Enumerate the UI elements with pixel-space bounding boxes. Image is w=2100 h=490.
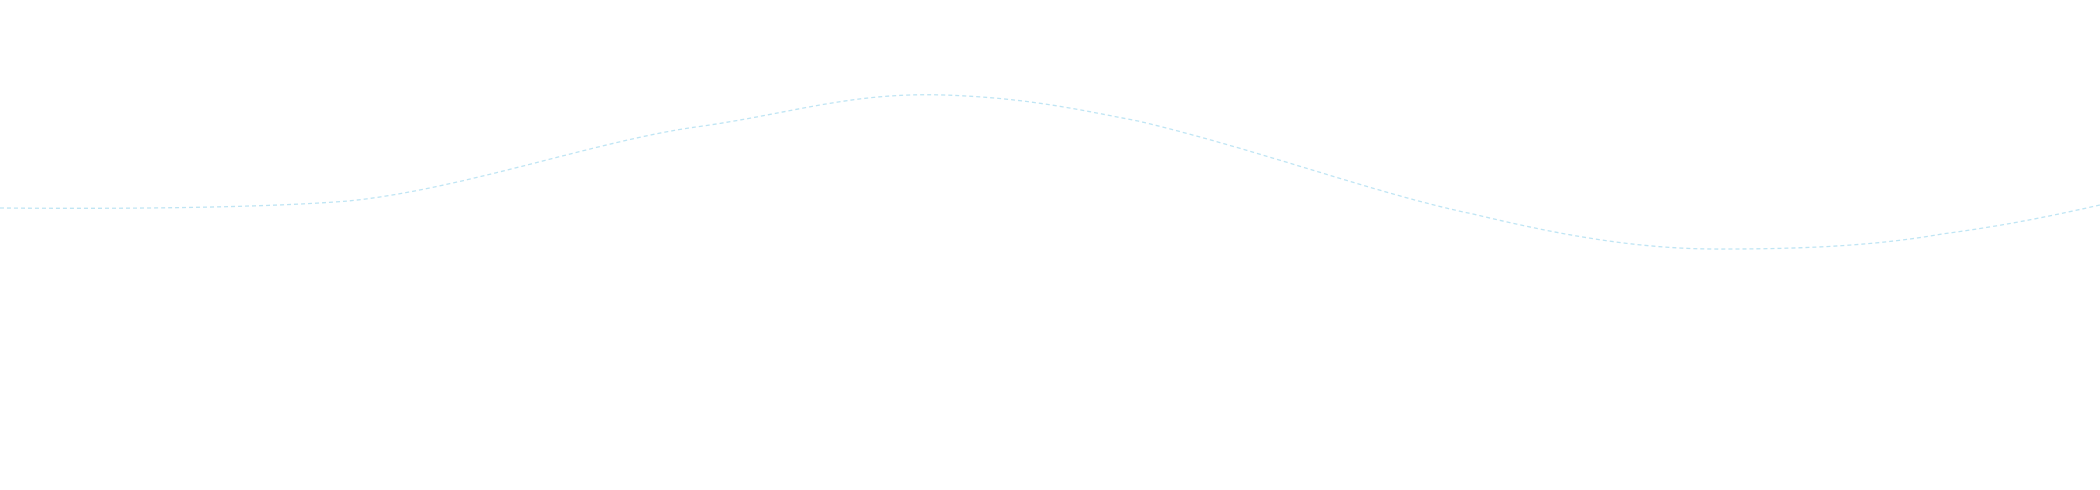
wave-line (0, 94, 2100, 250)
